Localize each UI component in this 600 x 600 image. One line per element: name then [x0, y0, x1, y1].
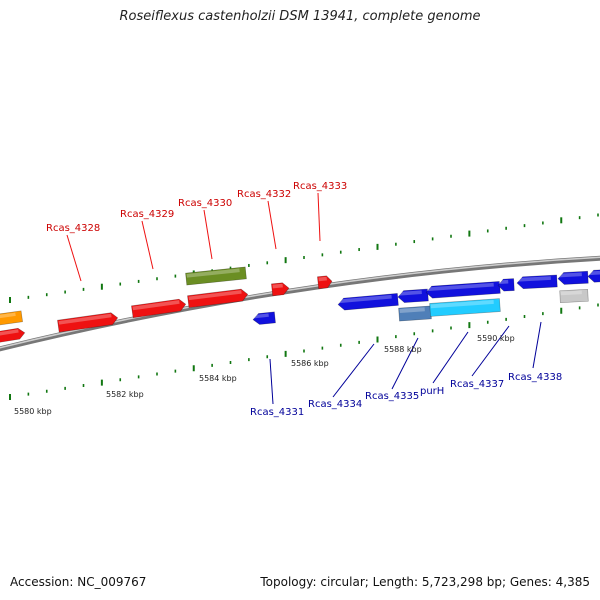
leader-line-top: [203, 209, 213, 260]
gene-rcas-4331-body: [252, 311, 276, 325]
gene-rcas-4335-shine: [398, 290, 422, 296]
gene-orange-shine: [0, 312, 16, 320]
scale-label-5590: 5590 kbp: [477, 334, 515, 343]
gene-rcas-4333-shine: [318, 276, 327, 282]
gene-label-rcas-4328[interactable]: Rcas_4328: [46, 223, 100, 234]
gene-label-rcas-4333[interactable]: Rcas_4333: [293, 181, 347, 192]
genome-title: Roseiflexus castenholzii DSM 13941, comp…: [119, 9, 481, 24]
gene-rcas-4338-shine: [558, 272, 582, 278]
gene-label-purh[interactable]: purH: [420, 386, 444, 397]
scale-label-5582: 5582 kbp: [106, 390, 144, 399]
gene-left-edge-body: [0, 327, 26, 345]
gene-rcas-4330-body: [185, 266, 247, 286]
gene-label-rcas-4335[interactable]: Rcas_4335: [365, 391, 419, 402]
gene-gray-shine: [560, 290, 582, 296]
gene-rcas-4329: [131, 298, 187, 319]
gene-label-rcas-4337[interactable]: Rcas_4337: [450, 379, 504, 390]
gene-label-rcas-4332[interactable]: Rcas_4332: [237, 189, 291, 200]
gene-rcas-4330: [185, 266, 247, 286]
gene-rcas-4329-shine: [132, 300, 180, 311]
gene-label-rcas-4334[interactable]: Rcas_4334: [308, 399, 362, 410]
gene-features: [0, 266, 600, 345]
gene-steel: [398, 305, 432, 322]
gene-cyan-body: [429, 298, 501, 317]
gene-rcas-4331-shine: [253, 313, 269, 319]
leader-line-bottom: [269, 358, 274, 405]
gene-purh: [425, 281, 501, 299]
gene-label-rcas-4329[interactable]: Rcas_4329: [120, 209, 174, 220]
gene-purh-shine: [426, 282, 494, 292]
gene-rcas-4334: [337, 293, 399, 311]
gene-rcas-4330b: [187, 288, 249, 308]
gene-rcas-4331: [252, 311, 276, 325]
gene-rcas-4328: [57, 312, 119, 333]
scale-label-5586: 5586 kbp: [291, 359, 329, 368]
gene-rcas-4337: [516, 274, 558, 290]
gene-rcas-4334-body: [337, 293, 399, 311]
gene-orange: [0, 310, 23, 327]
accession-text: Accession: NC_009767: [10, 575, 147, 589]
scale-label-5580: 5580 kbp: [14, 407, 52, 416]
gene-right-edge-shine: [588, 270, 600, 276]
gene-rcas-4333-body: [317, 275, 333, 290]
gene-rcas-4337-body: [516, 274, 558, 290]
gene-rcas-4335-body: [397, 288, 429, 303]
gene-orange-body: [0, 310, 23, 327]
leader-line-bottom: [391, 337, 419, 390]
tick-track-bottom: [9, 303, 599, 400]
leader-line-bottom: [432, 331, 469, 384]
gene-rcas-4330-shine: [186, 268, 240, 278]
genome-backbone: [0, 255, 600, 352]
leader-line-top: [141, 220, 154, 270]
gene-rcas-4328-shine: [58, 313, 112, 325]
gene-right-edge: [587, 269, 600, 283]
gene-left-edge-shine: [0, 329, 19, 337]
gene-rcas-4337-shine: [517, 276, 551, 282]
gene-rcas-4328-body: [57, 312, 119, 333]
gene-rcas-4334-shine: [338, 294, 392, 304]
gene-small-body: [497, 278, 515, 292]
gene-right-edge-body: [587, 269, 600, 283]
leader-line-top: [267, 200, 277, 250]
leader-line-bottom: [532, 321, 542, 369]
gene-steel-body: [398, 305, 432, 322]
leader-line-bottom: [471, 325, 510, 377]
gene-small-shine: [498, 279, 509, 284]
label-leaders: [66, 192, 542, 405]
gene-rcas-4329-body: [131, 298, 187, 319]
gene-cyan: [429, 298, 501, 317]
gene-rcas-4338: [557, 270, 589, 285]
gene-steel-shine: [399, 307, 425, 313]
gene-gray: [559, 288, 589, 304]
gene-label-rcas-4330[interactable]: Rcas_4330: [178, 198, 232, 209]
scale-label-5584: 5584 kbp: [199, 374, 237, 383]
gene-rcas-4330b-body: [187, 288, 249, 308]
gene-purh-body: [425, 281, 501, 299]
gene-small: [497, 278, 515, 292]
gene-rcas-4332-body: [271, 282, 290, 297]
scale-label-5588: 5588 kbp: [384, 345, 422, 354]
gene-rcas-4335: [397, 288, 429, 303]
gene-label-rcas-4331[interactable]: Rcas_4331: [250, 407, 304, 418]
leader-line-top: [317, 192, 321, 242]
gene-gray-body: [559, 288, 589, 304]
gene-rcas-4338-body: [557, 270, 589, 285]
gene-rcas-4333: [317, 275, 333, 290]
gene-left-edge: [0, 327, 26, 345]
gene-label-rcas-4338[interactable]: Rcas_4338: [508, 372, 562, 383]
topology-text: Topology: circular; Length: 5,723,298 bp…: [260, 575, 590, 589]
leader-line-bottom: [332, 343, 375, 398]
gene-rcas-4332-shine: [272, 283, 283, 289]
gene-cyan-shine: [430, 299, 494, 309]
genome-backbone-highlight: [0, 256, 600, 349]
leader-line-top: [66, 234, 82, 282]
gene-rcas-4330b-shine: [188, 290, 242, 301]
gene-rcas-4332: [271, 282, 290, 297]
